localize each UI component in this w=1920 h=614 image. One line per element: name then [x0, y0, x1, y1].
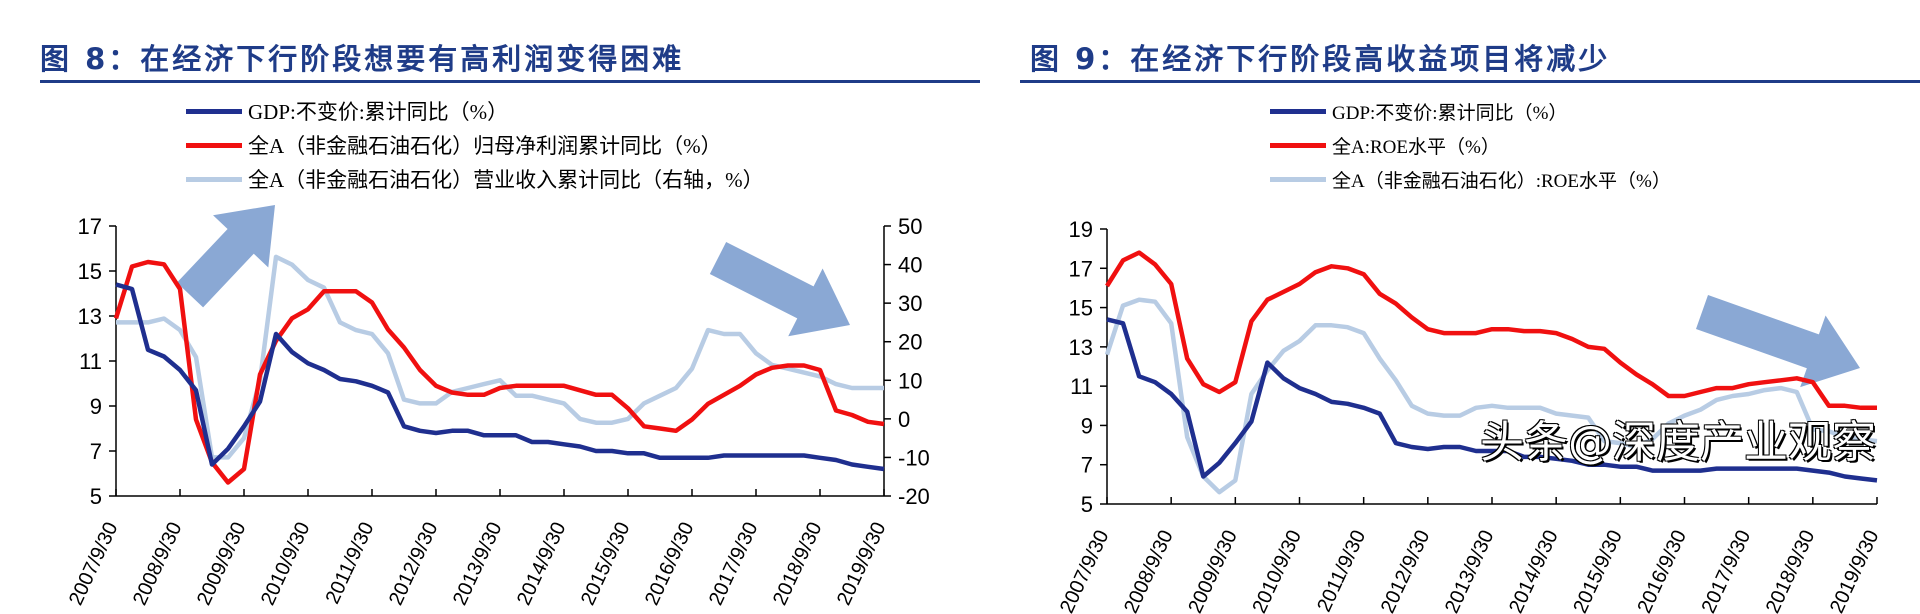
- x-tick-label: 2016/9/30: [1633, 527, 1691, 614]
- x-tick-label: 2015/9/30: [577, 519, 635, 609]
- x-tick-label: 2015/9/30: [1569, 527, 1627, 614]
- legend-label: 全A（非金融石油石化）归母净利润累计同比（%）: [248, 134, 722, 158]
- legend-label: GDP:不变价:累计同比（%）: [248, 100, 509, 124]
- y2-tick-label: -10: [898, 445, 930, 470]
- y2-tick-label: 30: [898, 291, 922, 316]
- y2-tick-label: 0: [898, 407, 910, 432]
- legend-label: 全A（非金融石油石化）:ROE水平（%）: [1332, 170, 1671, 192]
- legend-label: GDP:不变价:累计同比（%）: [1332, 102, 1568, 124]
- y-tick-label: 7: [1081, 453, 1093, 478]
- y-tick-label: 9: [90, 394, 102, 419]
- chart2-title: 图 9：在经济下行阶段高收益项目将减少: [1030, 42, 1611, 76]
- x-tick-label: 2010/9/30: [1248, 527, 1306, 614]
- x-tick-label: 2007/9/30: [1056, 527, 1114, 614]
- y2-tick-label: 10: [898, 368, 922, 393]
- legend-item-gdp: GDP:不变价:累计同比（%）: [186, 94, 764, 128]
- y-tick-label: 9: [1081, 413, 1093, 438]
- chart1-legend: GDP:不变价:累计同比（%） 全A（非金融石油石化）归母净利润累计同比（%） …: [186, 94, 764, 196]
- series-line-gdp: [1106, 317, 1878, 483]
- x-tick-label: 2008/9/30: [1120, 527, 1178, 614]
- y2-tick-label: 50: [898, 214, 922, 239]
- x-tick-label: 2010/9/30: [257, 519, 315, 609]
- x-tick-label: 2007/9/30: [65, 519, 123, 609]
- legend-item-profit: 全A（非金融石油石化）归母净利润累计同比（%）: [186, 128, 764, 162]
- y2-tick-label: 40: [898, 253, 922, 278]
- trend-arrow-0-0: [176, 205, 275, 308]
- y-tick-label: 5: [90, 484, 102, 509]
- y-tick-label: 11: [79, 349, 102, 374]
- chart1-title: 图 8：在经济下行阶段想要有高利润变得困难: [40, 42, 685, 76]
- x-tick-label: 2011/9/30: [322, 519, 379, 608]
- x-tick-label: 2014/9/30: [1505, 527, 1563, 614]
- x-tick-label: 2017/9/30: [705, 519, 763, 609]
- series-line-red: [113, 259, 885, 485]
- legend-label: 全A:ROE水平（%）: [1332, 136, 1500, 158]
- legend-swatch: [1270, 108, 1326, 114]
- x-tick-label: 2017/9/30: [1698, 527, 1756, 614]
- chart2-legend: GDP:不变价:累计同比（%） 全A:ROE水平（%） 全A（非金融石油石化）:…: [1270, 94, 1671, 196]
- x-tick-label: 2013/9/30: [449, 519, 507, 609]
- x-tick-label: 2013/9/30: [1441, 527, 1499, 614]
- y-tick-label: 15: [78, 259, 102, 284]
- legend-item-gdp: GDP:不变价:累计同比（%）: [1270, 94, 1671, 128]
- x-tick-label: 2019/9/30: [833, 519, 891, 609]
- x-tick-label: 2016/9/30: [641, 519, 699, 609]
- legend-swatch: [1270, 176, 1326, 182]
- legend-swatch: [1270, 142, 1326, 148]
- legend-item-revenue: 全A（非金融石油石化）营业收入累计同比（右轴，%）: [186, 162, 764, 196]
- y-tick-label: 19: [1069, 217, 1093, 242]
- series-line-gdp: [115, 282, 885, 472]
- x-tick-label: 2009/9/30: [1184, 527, 1242, 614]
- y-tick-label: 13: [1069, 335, 1093, 360]
- x-tick-label: 2012/9/30: [385, 519, 443, 609]
- trend-arrow-0-1: [709, 241, 850, 337]
- x-tick-label: 2012/9/30: [1377, 527, 1435, 614]
- series-line-red: [1105, 250, 1877, 411]
- chart1-title-rule: [40, 80, 980, 83]
- y-tick-label: 13: [78, 304, 102, 329]
- watermark: 头条@深度产业观察: [1480, 417, 1876, 468]
- y-tick-label: 5: [1081, 492, 1093, 517]
- legend-swatch: [186, 108, 242, 114]
- legend-item-roe-ex: 全A（非金融石油石化）:ROE水平（%）: [1270, 162, 1671, 196]
- x-tick-label: 2018/9/30: [769, 519, 827, 609]
- x-tick-label: 2014/9/30: [513, 519, 571, 609]
- legend-swatch: [186, 142, 242, 148]
- chart2-title-rule: [1020, 80, 1920, 83]
- y-tick-label: 17: [78, 214, 102, 239]
- x-tick-label: 2011/9/30: [1313, 527, 1370, 614]
- x-tick-label: 2018/9/30: [1762, 527, 1820, 614]
- series-line-light: [116, 254, 884, 460]
- legend-label: 全A（非金融石油石化）营业收入累计同比（右轴，%）: [248, 168, 764, 192]
- trend-arrow-1-0: [1695, 295, 1860, 388]
- series-line-light: [1104, 297, 1878, 495]
- y-tick-label: 17: [1069, 256, 1093, 281]
- y-tick-label: 11: [1070, 374, 1093, 399]
- legend-item-roe: 全A:ROE水平（%）: [1270, 128, 1671, 162]
- x-tick-label: 2008/9/30: [129, 519, 187, 609]
- y-tick-label: 7: [90, 439, 102, 464]
- y2-tick-label: -20: [898, 484, 930, 509]
- legend-swatch: [186, 176, 242, 182]
- y2-tick-label: 20: [898, 330, 922, 355]
- y-tick-label: 15: [1069, 296, 1093, 321]
- x-tick-label: 2019/9/30: [1826, 527, 1884, 614]
- x-tick-label: 2009/9/30: [193, 519, 251, 609]
